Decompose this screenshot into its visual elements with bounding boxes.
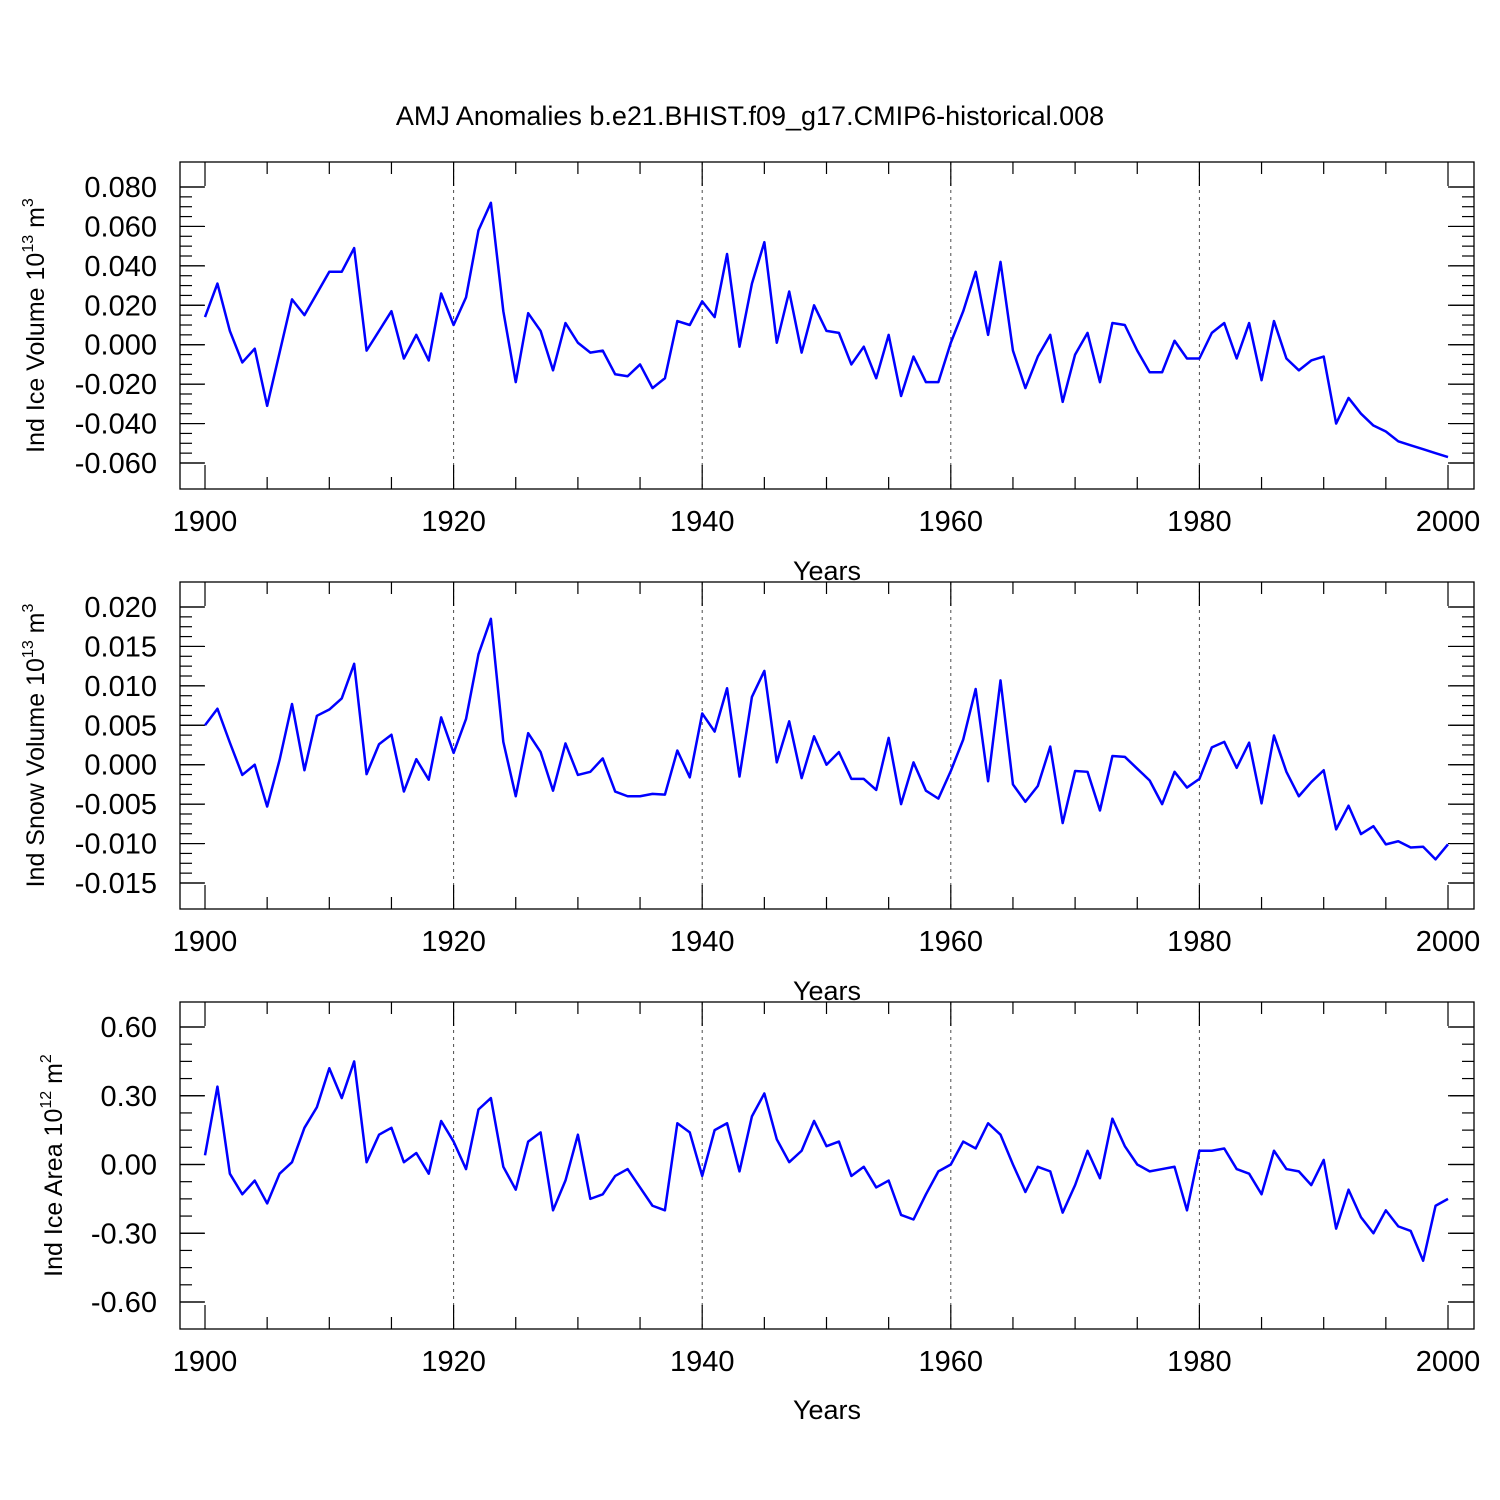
y-tick-label: -0.010 [75, 829, 157, 861]
y-tick-label: 0.00 [101, 1150, 157, 1182]
x-axis-label: Years [793, 556, 861, 586]
y-tick-label: -0.020 [75, 369, 157, 401]
x-tick-label: 1960 [919, 926, 984, 958]
y-axis-label-unit: m [40, 1063, 68, 1091]
figure-title: AMJ Anomalies b.e21.BHIST.f09_g17.CMIP6-… [396, 101, 1104, 131]
x-tick-label: 1960 [919, 1346, 984, 1378]
y-tick-label: 0.020 [84, 290, 157, 322]
panel-snow-volume: 0.020 0.015 0.010 0.005 0.000 -0.005 -0.010 -0.… [20, 581, 1481, 1006]
y-tick-label: 0.60 [101, 1012, 157, 1044]
x-tick-label: 1980 [1167, 926, 1232, 958]
y-tick-label: 0.000 [84, 750, 157, 782]
x-tick-label: 2000 [1416, 506, 1481, 538]
panel-ice-volume: 0.080 0.060 0.040 0.020 0.000 -0.020 -0.040 -0.… [20, 161, 1481, 586]
y-tick-label: 0.020 [84, 592, 157, 624]
y-tick-label: -0.015 [75, 868, 157, 900]
y-tick-label: 0.010 [84, 671, 157, 703]
y-axis-label-text: Ind Ice Area 10 [40, 1109, 68, 1277]
y-tick-label: 0.000 [84, 330, 157, 362]
series-line [203, 201, 1449, 459]
panel-ice-area: 0.60 0.30 0.00 -0.30 -0.60 1900 1920 1940 1960 19… [38, 1001, 1481, 1425]
x-tick-label: 1900 [173, 506, 238, 538]
y-axis-label-unit-exponent: 2 [38, 1054, 55, 1063]
y-tick-label: 0.040 [84, 251, 157, 283]
x-tick-label: 2000 [1416, 926, 1481, 958]
y-axis-label-unit: m [22, 207, 50, 235]
x-tick-label: 1960 [919, 506, 984, 538]
x-tick-label: 1920 [421, 926, 486, 958]
y-tick-label: 0.005 [84, 710, 157, 742]
y-tick-label: 0.30 [101, 1081, 157, 1113]
x-tick-label: 1920 [421, 506, 486, 538]
y-axis-label-text: Ind Ice Volume 10 [22, 253, 50, 453]
y-tick-label: -0.060 [75, 448, 157, 480]
y-axis-label-exponent: 12 [38, 1091, 55, 1109]
x-tick-label: 2000 [1416, 1346, 1481, 1378]
x-axis-label: Years [793, 1395, 861, 1425]
y-axis-label-exponent: 13 [20, 235, 37, 253]
x-tick-label: 1940 [670, 926, 735, 958]
x-tick-label: 1920 [421, 1346, 486, 1378]
y-axis-label: Ind Ice Volume 1013 m3 [20, 198, 50, 453]
y-tick-label: 0.080 [84, 172, 157, 204]
y-tick-label: -0.040 [75, 409, 157, 441]
series-line [203, 1060, 1449, 1262]
plot-frame [179, 161, 1475, 490]
x-tick-label: 1940 [670, 506, 735, 538]
plot-frame [179, 1001, 1475, 1330]
y-axis-label: Ind Snow Volume 1013 m3 [20, 604, 50, 888]
y-tick-label: -0.005 [75, 789, 157, 821]
y-axis-label-exponent: 13 [20, 640, 37, 658]
x-tick-label: 1900 [173, 926, 238, 958]
plot-frame [179, 581, 1475, 910]
y-axis-label: Ind Ice Area 1012 m2 [38, 1054, 68, 1277]
x-tick-label: 1980 [1167, 1346, 1232, 1378]
x-axis-label: Years [793, 976, 861, 1006]
y-tick-label: -0.30 [91, 1218, 157, 1250]
x-tick-label: 1980 [1167, 506, 1232, 538]
y-axis-label-unit-exponent: 3 [20, 198, 37, 207]
y-tick-label: -0.60 [91, 1287, 157, 1319]
series-line [204, 617, 1449, 861]
y-axis-label-unit: m [22, 613, 50, 641]
y-axis-label-text: Ind Snow Volume 10 [22, 658, 50, 887]
y-axis-label-unit-exponent: 3 [20, 604, 37, 613]
y-tick-label: 0.060 [84, 211, 157, 243]
x-tick-label: 1940 [670, 1346, 735, 1378]
x-tick-label: 1900 [173, 1346, 238, 1378]
y-tick-label: 0.015 [84, 631, 157, 663]
